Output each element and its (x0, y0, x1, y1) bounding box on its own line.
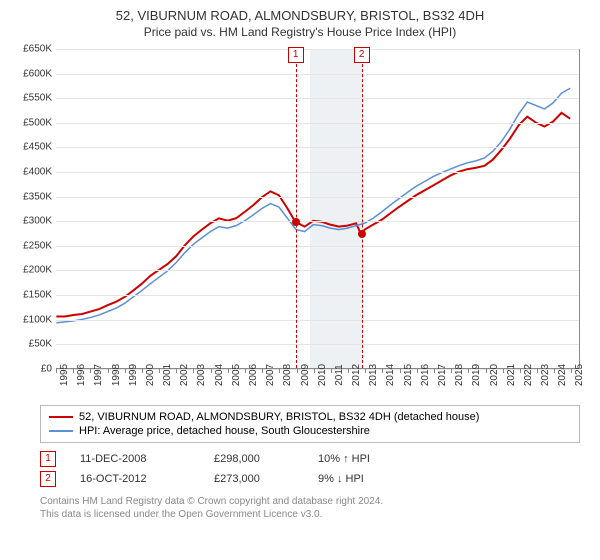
y-axis: £0£50K£100K£150K£200K£250K£300K£350K£400… (10, 49, 54, 369)
x-tick-label: 2018 (454, 364, 465, 386)
x-tick-label: 2013 (368, 364, 379, 386)
footer-line: This data is licensed under the Open Gov… (40, 508, 580, 521)
chart-subtitle: Price paid vs. HM Land Registry's House … (10, 25, 590, 39)
sale-date: 16-OCT-2012 (80, 473, 190, 485)
x-tick-label: 2017 (437, 364, 448, 386)
x-tick-label: 1999 (128, 364, 139, 386)
chart-title: 52, VIBURNUM ROAD, ALMONDSBURY, BRISTOL,… (10, 8, 590, 25)
x-tick-label: 1995 (59, 364, 70, 386)
marker-line (362, 49, 363, 368)
y-tick-label: £500K (23, 117, 52, 128)
chart-container: 52, VIBURNUM ROAD, ALMONDSBURY, BRISTOL,… (0, 0, 600, 560)
sale-price: £273,000 (214, 473, 294, 485)
footer: Contains HM Land Registry data © Crown c… (40, 495, 580, 521)
x-axis: 1995199619971998199920002001200220032004… (56, 371, 580, 405)
x-tick-label: 2008 (282, 364, 293, 386)
y-tick-label: £600K (23, 68, 52, 79)
y-tick-label: £300K (23, 216, 52, 227)
series-price_paid (56, 113, 570, 317)
x-tick-label: 2004 (214, 364, 225, 386)
y-tick-label: £250K (23, 240, 52, 251)
x-tick-label: 2006 (248, 364, 259, 386)
y-tick-label: £450K (23, 142, 52, 153)
marker-badge: 2 (354, 47, 370, 63)
y-tick-label: £200K (23, 265, 52, 276)
sale-date: 11-DEC-2008 (80, 453, 190, 465)
legend-item-price: 52, VIBURNUM ROAD, ALMONDSBURY, BRISTOL,… (49, 410, 571, 424)
marker-badge: 1 (288, 47, 304, 63)
x-tick-label: 2019 (471, 364, 482, 386)
x-tick-label: 2007 (265, 364, 276, 386)
x-tick-label: 2000 (145, 364, 156, 386)
sale-row: 2 16-OCT-2012 £273,000 9% ↓ HPI (40, 469, 580, 489)
x-tick-label: 2023 (540, 364, 551, 386)
sale-point-marker (358, 230, 366, 238)
sales-table: 1 11-DEC-2008 £298,000 10% ↑ HPI 2 16-OC… (40, 449, 580, 489)
sale-hpi: 10% ↑ HPI (318, 453, 370, 465)
x-tick-label: 2016 (420, 364, 431, 386)
x-tick-label: 2011 (334, 364, 345, 386)
x-tick-label: 2021 (506, 364, 517, 386)
chart-area: £0 £50K £100K £150K £200K £250K £300K £350K £400… (10, 43, 590, 403)
marker-line (296, 49, 297, 368)
x-tick-label: 2022 (523, 364, 534, 386)
plot-region: 12 (56, 49, 580, 369)
legend-swatch (49, 430, 73, 432)
sale-point-marker (292, 218, 300, 226)
x-tick-label: 2010 (317, 364, 328, 386)
y-tick-label: £550K (23, 93, 52, 104)
y-tick-label: £50K (29, 339, 52, 350)
x-tick-label: 2005 (231, 364, 242, 386)
legend-label: HPI: Average price, detached house, Sout… (79, 425, 370, 437)
y-tick-label: £350K (23, 191, 52, 202)
x-tick-label: 2020 (489, 364, 500, 386)
x-tick-label: 1997 (93, 364, 104, 386)
y-tick-label: £0 (41, 363, 52, 374)
x-tick-label: 2002 (179, 364, 190, 386)
y-tick-label: £400K (23, 166, 52, 177)
sale-badge-2: 2 (40, 471, 56, 487)
x-tick-label: 1998 (111, 364, 122, 386)
x-tick-label: 2001 (162, 364, 173, 386)
x-tick-label: 2024 (557, 364, 568, 386)
x-tick-label: 2009 (300, 364, 311, 386)
x-tick-label: 1996 (76, 364, 87, 386)
x-tick-label: 2012 (351, 364, 362, 386)
x-tick-label: 2025 (574, 364, 585, 386)
sale-price: £298,000 (214, 453, 294, 465)
sale-row: 1 11-DEC-2008 £298,000 10% ↑ HPI (40, 449, 580, 469)
legend-label: 52, VIBURNUM ROAD, ALMONDSBURY, BRISTOL,… (79, 411, 479, 423)
x-tick-label: 2003 (196, 364, 207, 386)
legend: 52, VIBURNUM ROAD, ALMONDSBURY, BRISTOL,… (40, 405, 580, 443)
footer-line: Contains HM Land Registry data © Crown c… (40, 495, 580, 508)
y-tick-label: £150K (23, 290, 52, 301)
x-tick-label: 2015 (403, 364, 414, 386)
sale-badge-1: 1 (40, 451, 56, 467)
x-tick-label: 2014 (385, 364, 396, 386)
legend-swatch (49, 416, 73, 418)
y-tick-label: £100K (23, 314, 52, 325)
sale-hpi: 9% ↓ HPI (318, 473, 364, 485)
y-tick-label: £650K (23, 43, 52, 54)
legend-item-hpi: HPI: Average price, detached house, Sout… (49, 424, 571, 438)
